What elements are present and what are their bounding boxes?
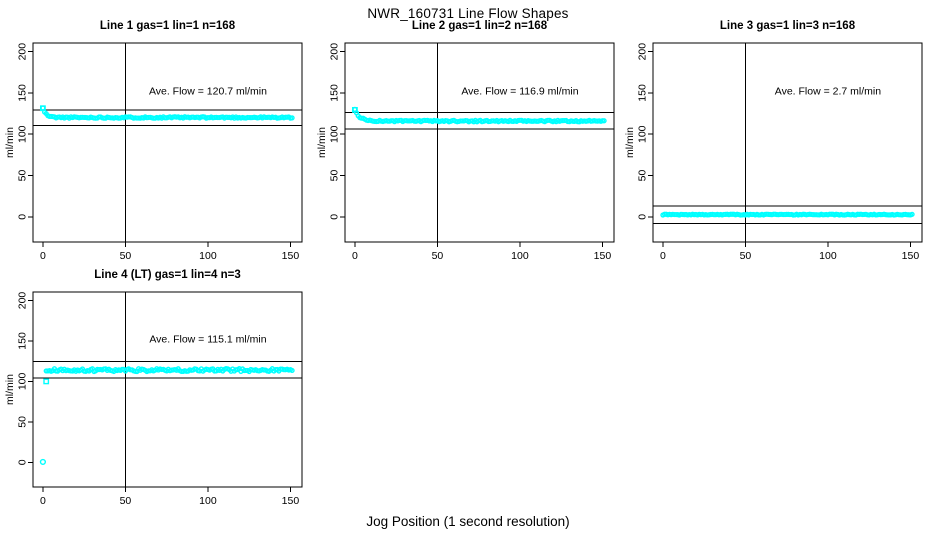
y-tick-label: 50 <box>637 170 649 182</box>
ave-flow-annotation: Ave. Flow = 115.1 ml/min <box>149 334 266 346</box>
outlier-point-square <box>40 105 46 112</box>
y-tick-label: 100 <box>637 125 649 143</box>
plot-area-line-2: 0 50 100 150 0 50 100 150 200 ml/min Ave. Flow = 1… <box>317 42 615 262</box>
x-tick-label: 150 <box>594 250 612 262</box>
y-tick-label: 150 <box>637 84 649 102</box>
y-axis-label: ml/min <box>5 127 16 158</box>
subplot-line-1: Line 1 gas=1 lin=1 n=168 0 50 100 150 0 50 100… <box>5 20 306 274</box>
figure-x-axis-label: Jog Position (1 second resolution) <box>366 514 570 529</box>
y-tick-label: 50 <box>17 416 29 428</box>
y-axis-label: ml/min <box>317 127 328 158</box>
y-tick-label: 200 <box>17 292 29 310</box>
data-points <box>660 211 915 218</box>
x-tick-label: 100 <box>819 250 837 262</box>
ave-flow-annotation: Ave. Flow = 120.7 ml/min <box>149 86 267 98</box>
y-tick-label: 150 <box>17 84 29 102</box>
subplot-line-2: Line 2 gas=1 lin=2 n=168 0 50 100 150 0 50 100… <box>317 20 618 274</box>
y-tick-label: 200 <box>17 43 29 61</box>
outlier-point-square <box>43 378 50 385</box>
ave-flow-annotation: Ave. Flow = 2.7 ml/min <box>775 86 881 98</box>
subplot-title-line-2: Line 2 gas=1 lin=2 n=168 <box>411 20 548 32</box>
outlier-point-circle <box>39 458 47 466</box>
y-tick-label: 0 <box>17 214 29 220</box>
data-points <box>352 106 607 125</box>
y-axis-label: ml/min <box>5 374 16 405</box>
x-tick-label: 0 <box>40 495 46 507</box>
plot-box <box>32 42 303 243</box>
x-tick-label: 100 <box>199 250 217 262</box>
subplot-line-4: Line 4 (LT) gas=1 lin=4 n=3 0 50 100 150 0 50… <box>5 269 306 519</box>
y-tick-label: 200 <box>329 43 341 61</box>
plot-area-line-3: 0 50 100 150 0 50 100 150 200 ml/min Ave. Flow = 2… <box>625 42 923 262</box>
x-tick-label: 100 <box>199 495 217 507</box>
y-tick-label: 100 <box>329 125 341 143</box>
plot-area-line-4: 0 50 100 150 0 50 100 150 200 ml/min Ave. Flow = 1… <box>5 291 303 507</box>
data-points <box>40 105 295 121</box>
x-tick-label: 50 <box>740 250 752 262</box>
subplot-title-line-1: Line 1 gas=1 lin=1 n=168 <box>99 20 236 32</box>
y-tick-label: 150 <box>17 332 29 350</box>
x-tick-label: 150 <box>282 495 300 507</box>
y-tick-label: 0 <box>329 214 341 220</box>
plot-box <box>652 42 923 243</box>
x-tick-label: 0 <box>352 250 358 262</box>
y-tick-label: 50 <box>329 170 341 182</box>
subplot-line-3: Line 3 gas=1 lin=3 n=168 0 50 100 150 0 50 100… <box>625 20 926 274</box>
y-tick-label: 100 <box>17 372 29 390</box>
x-tick-label: 0 <box>660 250 666 262</box>
y-tick-label: 200 <box>637 43 649 61</box>
x-tick-label: 150 <box>902 250 920 262</box>
x-tick-label: 50 <box>120 250 132 262</box>
y-tick-label: 150 <box>329 84 341 102</box>
y-tick-label: 0 <box>637 214 649 220</box>
plot-box <box>344 42 615 243</box>
ave-flow-annotation: Ave. Flow = 116.9 ml/min <box>461 86 578 98</box>
y-tick-label: 0 <box>17 459 29 465</box>
plot-area-line-1: 0 50 100 150 0 50 100 150 200 ml/min Ave. Flow = 1… <box>5 42 303 262</box>
figure-title: NWR_160731 Line Flow Shapes <box>367 6 569 21</box>
plot-box <box>32 291 303 488</box>
x-tick-label: 100 <box>511 250 529 262</box>
x-tick-label: 0 <box>40 250 46 262</box>
subplot-title-line-4: Line 4 (LT) gas=1 lin=4 n=3 <box>94 269 241 281</box>
x-tick-label: 50 <box>432 250 444 262</box>
x-tick-label: 150 <box>282 250 300 262</box>
y-tick-label: 100 <box>17 125 29 143</box>
x-tick-label: 50 <box>120 495 132 507</box>
outlier-point-square <box>352 106 358 113</box>
y-tick-label: 50 <box>17 170 29 182</box>
data-points <box>39 366 295 466</box>
y-axis-label: ml/min <box>625 127 636 158</box>
subplot-title-line-3: Line 3 gas=1 lin=3 n=168 <box>719 20 856 32</box>
